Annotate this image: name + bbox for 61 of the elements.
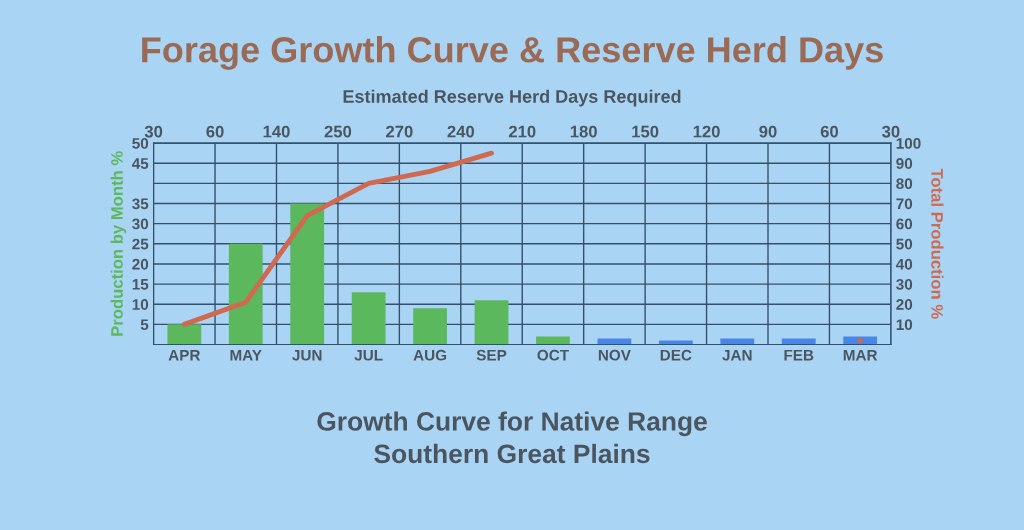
text: 270 xyxy=(386,125,413,138)
text: 60 xyxy=(820,125,839,138)
bar xyxy=(413,308,447,345)
text: 180 xyxy=(570,125,597,138)
y2-axis-title: Total Production % xyxy=(931,168,944,319)
text: 240 xyxy=(447,125,475,138)
text: 140 xyxy=(263,125,290,138)
y-tick-label: 20 xyxy=(132,258,149,270)
bar xyxy=(536,336,570,345)
y2-tick-label: 20 xyxy=(896,299,913,310)
bar xyxy=(228,243,263,345)
y2-tick-label: 10 xyxy=(896,319,913,331)
bar xyxy=(167,324,202,345)
chart-title: Forage Growth Curve & Reserve Herd Days xyxy=(142,36,883,70)
y2-tick-label: 50 xyxy=(896,238,913,250)
bar xyxy=(781,338,816,345)
x-tick-label: AUG xyxy=(413,349,447,361)
text: 120 xyxy=(693,125,720,138)
bar xyxy=(351,292,386,345)
y-tick-label: 15 xyxy=(132,279,149,290)
y-tick-label: 5 xyxy=(140,319,149,331)
bar xyxy=(290,203,325,345)
x-tick-label: MAY xyxy=(230,349,262,361)
text: Estimated Reserve Herd Days Required xyxy=(343,89,681,107)
x-tick-label: DEC xyxy=(660,349,692,361)
y-tick-label: 30 xyxy=(132,218,149,230)
x-tick-label: JUL xyxy=(354,349,383,361)
y2-tick-label: 100 xyxy=(896,137,921,149)
y2-tick-label: 40 xyxy=(895,258,913,270)
y-tick-label: 10 xyxy=(132,299,149,310)
y2-tick-label: 60 xyxy=(896,218,913,230)
text: 210 xyxy=(508,125,536,138)
bar xyxy=(658,340,693,345)
text: 30 xyxy=(881,125,900,138)
y2-tick-label: 70 xyxy=(896,198,913,210)
text: Growth Curve for Native Range Southern Great Plains xyxy=(317,411,707,464)
text: 90 xyxy=(759,125,777,138)
y-tick-label: 50 xyxy=(132,137,149,149)
text: 30 xyxy=(144,125,163,138)
y-tick-label: 35 xyxy=(132,198,149,210)
x-tick-label: OCT xyxy=(537,349,569,361)
x-tick-label: SEP xyxy=(476,349,507,361)
bar xyxy=(474,300,509,345)
text: 60 xyxy=(206,125,224,138)
text: 250 xyxy=(324,125,352,138)
y-tick-label: 45 xyxy=(131,158,149,169)
x-tick-label: MAR xyxy=(843,349,878,361)
text: 150 xyxy=(632,125,659,138)
bar xyxy=(843,336,878,345)
y-axis-title: Production by Month % xyxy=(110,151,127,336)
x-tick-label: JAN xyxy=(722,349,752,361)
x-tick-label: JUN xyxy=(292,349,322,361)
y2-tick-label: 80 xyxy=(896,178,913,190)
bar xyxy=(597,338,632,345)
y2-tick-label: 90 xyxy=(896,158,913,169)
bar xyxy=(720,338,755,345)
x-tick-label: NOV xyxy=(598,349,631,361)
x-tick-label: APR xyxy=(168,349,201,361)
y2-tick-label: 30 xyxy=(896,278,913,290)
y-tick-label: 25 xyxy=(132,238,149,250)
x-tick-label: FEB xyxy=(784,349,814,361)
